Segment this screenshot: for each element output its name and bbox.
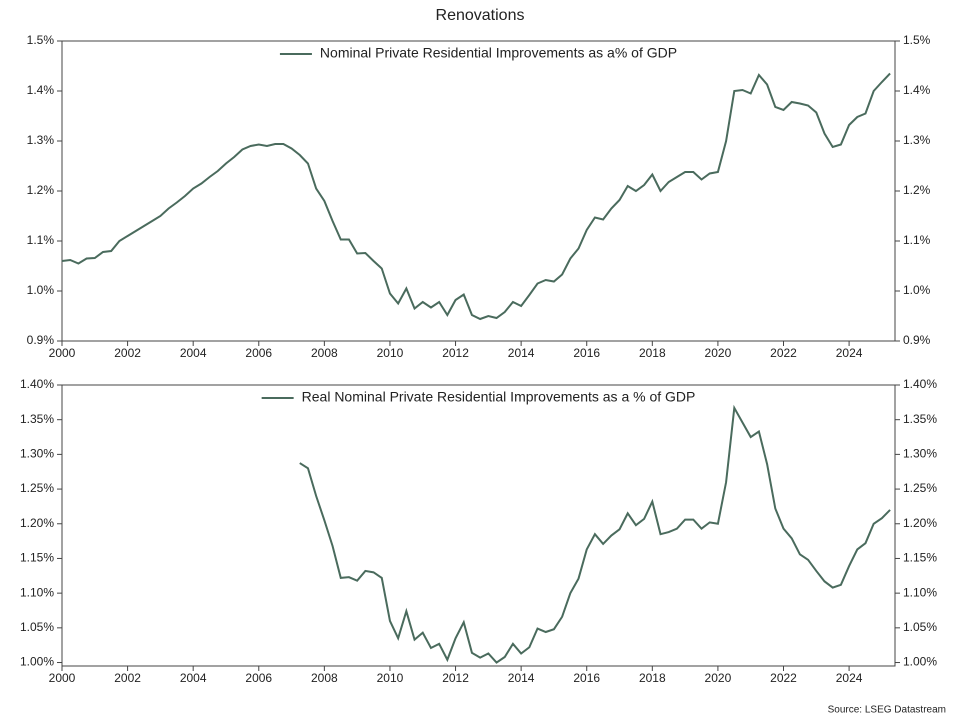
x-tick-label: 2020 [705, 671, 732, 685]
y2-tick-label: 1.3% [903, 133, 931, 147]
x-tick-label: 2022 [770, 346, 797, 360]
plot-frame [61, 384, 896, 667]
y-tick-label: 1.20% [20, 516, 54, 530]
x-tick-label: 2018 [639, 346, 666, 360]
source: Source: LSEG Datastream [828, 705, 946, 716]
x-tick-label: 2020 [705, 346, 732, 360]
x-tick-label: 2024 [836, 346, 863, 360]
y-tick-label: 1.10% [20, 585, 54, 599]
y2-tick-label: 1.1% [903, 233, 931, 247]
x-tick-label: 2002 [114, 346, 141, 360]
y2-tick-label: 1.20% [903, 516, 937, 530]
y2-tick-label: 1.15% [903, 551, 937, 565]
y-tick-label: 1.1% [27, 233, 55, 247]
y-tick-label: 1.3% [27, 133, 55, 147]
y-tick-label: 1.35% [20, 412, 54, 426]
x-tick-label: 2016 [573, 346, 600, 360]
x-tick-label: 2006 [245, 346, 272, 360]
x-tick-label: 2002 [114, 671, 141, 685]
x-tick-label: 2004 [180, 346, 207, 360]
y-tick-label: 1.40% [20, 377, 54, 391]
x-tick-label: 2010 [377, 671, 404, 685]
y2-tick-label: 0.9% [903, 333, 931, 347]
y-tick-label: 1.05% [20, 620, 54, 634]
plot-frame [61, 40, 896, 342]
data-line [299, 404, 891, 664]
y-tick-label: 1.15% [20, 551, 54, 565]
y-tick-label: 0.9% [27, 333, 55, 347]
y2-tick-label: 1.2% [903, 183, 931, 197]
y2-tick-label: 1.25% [903, 481, 937, 495]
legend-label: Nominal Private Residential Improvements… [320, 45, 677, 61]
y2-tick-label: 1.40% [903, 377, 937, 391]
x-tick-label: 2024 [836, 671, 863, 685]
y2-tick-label: 1.10% [903, 585, 937, 599]
y2-tick-label: 1.30% [903, 447, 937, 461]
y2-tick-label: 1.00% [903, 655, 937, 669]
y-tick-label: 1.0% [27, 283, 55, 297]
x-tick-label: 2010 [377, 346, 404, 360]
x-tick-label: 2012 [442, 671, 469, 685]
x-tick-label: 2000 [49, 346, 76, 360]
y-tick-label: 1.4% [27, 83, 55, 97]
y-tick-label: 1.5% [27, 33, 55, 47]
x-tick-label: 2006 [245, 671, 272, 685]
x-tick-label: 2004 [180, 671, 207, 685]
y-tick-label: 1.00% [20, 655, 54, 669]
x-tick-label: 2008 [311, 671, 338, 685]
y2-tick-label: 1.0% [903, 283, 931, 297]
x-tick-label: 2022 [770, 671, 797, 685]
x-tick-label: 2014 [508, 671, 535, 685]
y2-tick-label: 1.35% [903, 412, 937, 426]
x-tick-label: 2018 [639, 671, 666, 685]
x-tick-label: 2008 [311, 346, 338, 360]
x-tick-label: 2014 [508, 346, 535, 360]
y2-tick-label: 1.5% [903, 33, 931, 47]
x-tick-label: 2012 [442, 346, 469, 360]
y-tick-label: 1.2% [27, 183, 55, 197]
y-tick-label: 1.30% [20, 447, 54, 461]
y2-tick-label: 1.4% [903, 83, 931, 97]
x-tick-label: 2016 [573, 671, 600, 685]
chart-title: Renovations [436, 7, 525, 24]
legend-label: Real Nominal Private Residential Improve… [302, 389, 696, 405]
y-tick-label: 1.25% [20, 481, 54, 495]
y2-tick-label: 1.05% [903, 620, 937, 634]
x-tick-label: 2000 [49, 671, 76, 685]
data-line [61, 72, 891, 321]
